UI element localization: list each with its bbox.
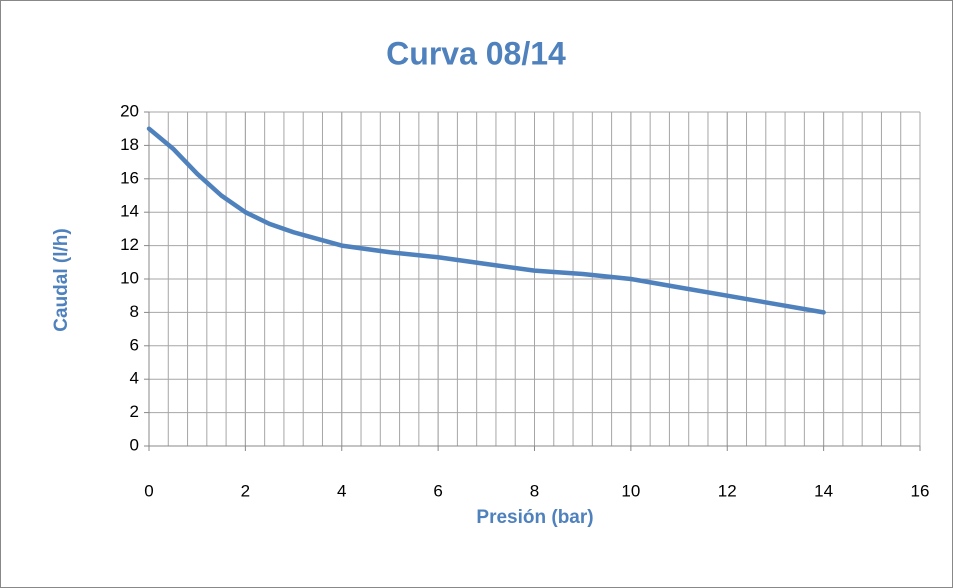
y-tick-label: 2 bbox=[130, 402, 139, 421]
chart-title: Curva 08/14 bbox=[386, 35, 566, 71]
data-line bbox=[146, 126, 826, 315]
y-tick-label: 4 bbox=[130, 369, 139, 388]
y-tick-label: 18 bbox=[120, 135, 139, 154]
x-tick-label: 16 bbox=[911, 481, 930, 500]
x-tick-label: 0 bbox=[144, 481, 153, 500]
x-tick-label: 14 bbox=[814, 481, 833, 500]
y-tick-label: 16 bbox=[120, 168, 139, 187]
y-tick-label: 8 bbox=[130, 302, 139, 321]
x-axis-title: Presión (bar) bbox=[476, 507, 593, 528]
x-tick-label: 10 bbox=[621, 481, 640, 500]
y-tick-label: 14 bbox=[120, 202, 139, 221]
y-tick-label: 20 bbox=[120, 101, 139, 120]
x-tick-label: 2 bbox=[241, 481, 250, 500]
x-tick-label: 12 bbox=[718, 481, 737, 500]
y-tick-label: 6 bbox=[130, 335, 139, 354]
y-tick-label: 10 bbox=[120, 268, 139, 287]
y-tick-label: 0 bbox=[130, 435, 139, 454]
x-tick-label: 8 bbox=[530, 481, 539, 500]
y-tick-label: 12 bbox=[120, 235, 139, 254]
x-tick-label: 4 bbox=[337, 481, 346, 500]
y-axis-title: Caudal (l/h) bbox=[51, 228, 72, 331]
x-tick-label: 6 bbox=[433, 481, 442, 500]
